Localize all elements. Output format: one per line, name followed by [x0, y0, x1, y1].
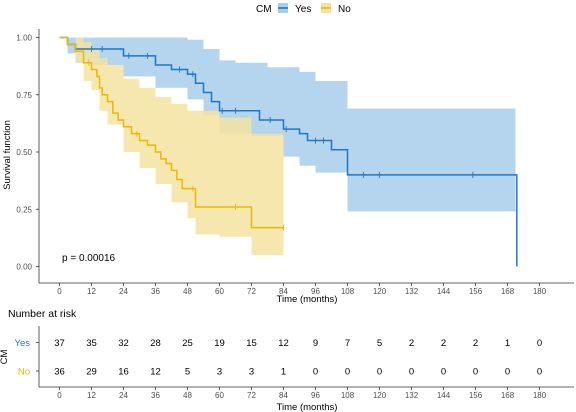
x-tick-label: 108 [341, 287, 355, 296]
x-tick-label: 120 [373, 391, 387, 400]
risk-value-yes: 2 [441, 338, 446, 349]
x-tick-label: 168 [501, 287, 515, 296]
x-tick-label: 48 [183, 391, 192, 400]
ci-band-no [59, 37, 284, 256]
risk-row-label-no: No [18, 367, 30, 378]
x-tick-label: 96 [311, 287, 320, 296]
legend-label-no: No [338, 4, 351, 15]
risk-value-yes: 12 [278, 338, 289, 349]
legend: CM Yes No [256, 3, 351, 15]
risk-value-yes: 2 [473, 338, 478, 349]
x-tick-label: 12 [87, 391, 96, 400]
risk-value-yes: 35 [86, 338, 97, 349]
risk-value-yes: 28 [150, 338, 161, 349]
risk-row-label-yes: Yes [15, 338, 31, 349]
censor-marks [88, 45, 474, 231]
survival-plot: 0.00 0.25 0.50 0.75 1.00 0 12 24 36 48 60 72 84 96 10… [2, 29, 574, 305]
y-tick-label: 0.50 [16, 148, 32, 157]
x-tick-label: 24 [119, 287, 128, 296]
risk-value-yes: 7 [345, 338, 350, 349]
legend-key-no: No [321, 3, 351, 15]
x-tick-label: 36 [151, 287, 160, 296]
x-tick-label: 72 [247, 287, 256, 296]
x-tick-label: 60 [215, 391, 224, 400]
x-tick-label: 0 [57, 287, 62, 296]
risk-table-y-title: CM [0, 350, 10, 365]
survival-line-no [59, 36, 284, 229]
risk-value-no: 3 [217, 367, 222, 378]
main-x-ticks: 0 12 24 36 48 60 72 84 96 108 120 132 144 156 168 180 [57, 283, 547, 296]
ci-band-yes [59, 37, 516, 212]
y-tick-label: 0.25 [16, 205, 32, 214]
legend-title: CM [256, 4, 272, 15]
risk-value-yes: 15 [246, 338, 257, 349]
x-tick-label: 72 [247, 391, 256, 400]
risk-value-no: 0 [505, 367, 510, 378]
risk-value-no: 29 [86, 367, 97, 378]
x-tick-label: 156 [469, 391, 483, 400]
x-tick-label: 0 [57, 391, 62, 400]
x-tick-label: 84 [279, 391, 288, 400]
risk-value-no: 16 [118, 367, 129, 378]
risk-value-no: 0 [377, 367, 382, 378]
legend-label-yes: Yes [295, 4, 311, 15]
y-tick-label: 0.00 [16, 263, 32, 272]
risk-value-no: 0 [473, 367, 478, 378]
risk-table-title: Number at risk [8, 308, 77, 320]
risk-value-yes: 19 [214, 338, 225, 349]
risk-value-yes: 5 [377, 338, 382, 349]
y-tick-label: 1.00 [16, 34, 32, 43]
x-tick-label: 144 [437, 391, 451, 400]
risk-value-no: 0 [409, 367, 414, 378]
x-tick-label: 36 [151, 391, 160, 400]
x-tick-label: 180 [533, 391, 547, 400]
risk-value-yes: 1 [505, 338, 510, 349]
p-value-annotation: p = 0.00016 [62, 253, 116, 264]
risk-value-yes: 25 [182, 338, 193, 349]
risk-value-no: 1 [281, 367, 286, 378]
confidence-bands [59, 37, 516, 256]
x-tick-label: 180 [533, 287, 547, 296]
x-tick-label: 60 [215, 287, 224, 296]
x-tick-label: 144 [437, 287, 451, 296]
risk-value-yes: 0 [537, 338, 542, 349]
x-tick-label: 96 [311, 391, 320, 400]
x-tick-label: 84 [279, 287, 288, 296]
risk-value-no: 0 [345, 367, 350, 378]
risk-table: Number at risk CM Yes 37 35 32 28 25 19 15 12 9 7 5… [0, 308, 574, 412]
risk-value-no: 36 [54, 367, 65, 378]
x-tick-label: 48 [183, 287, 192, 296]
main-y-ticks: 0.00 0.25 0.50 0.75 1.00 [16, 34, 39, 272]
risk-value-no: 5 [185, 367, 190, 378]
main-y-axis-title: Survival function [2, 120, 13, 190]
risk-value-no: 0 [537, 367, 542, 378]
x-tick-label: 12 [87, 287, 96, 296]
legend-key-yes: Yes [278, 3, 311, 15]
x-tick-label: 24 [119, 391, 128, 400]
x-tick-label: 132 [405, 391, 419, 400]
x-tick-label: 108 [341, 391, 355, 400]
risk-x-ticks: 0 12 24 36 48 60 72 84 96 108 120 132 144 156 168 180 [57, 387, 547, 400]
risk-values: Yes 37 35 32 28 25 19 15 12 9 7 5 2 2 2 1 0 No 36 29 16 12 5 3 3… [15, 338, 543, 378]
risk-x-axis-title: Time (months) [277, 402, 338, 412]
main-x-axis-title: Time (months) [277, 294, 338, 305]
risk-value-yes: 37 [54, 338, 65, 349]
risk-value-no: 3 [249, 367, 254, 378]
risk-value-yes: 9 [313, 338, 318, 349]
risk-value-no: 0 [313, 367, 318, 378]
x-tick-label: 156 [469, 287, 483, 296]
risk-value-yes: 32 [118, 338, 129, 349]
risk-value-no: 0 [441, 367, 446, 378]
x-tick-label: 120 [373, 287, 387, 296]
x-tick-label: 132 [405, 287, 419, 296]
risk-value-no: 12 [150, 367, 161, 378]
risk-value-yes: 2 [409, 338, 414, 349]
y-tick-label: 0.75 [16, 91, 32, 100]
x-tick-label: 168 [501, 391, 515, 400]
